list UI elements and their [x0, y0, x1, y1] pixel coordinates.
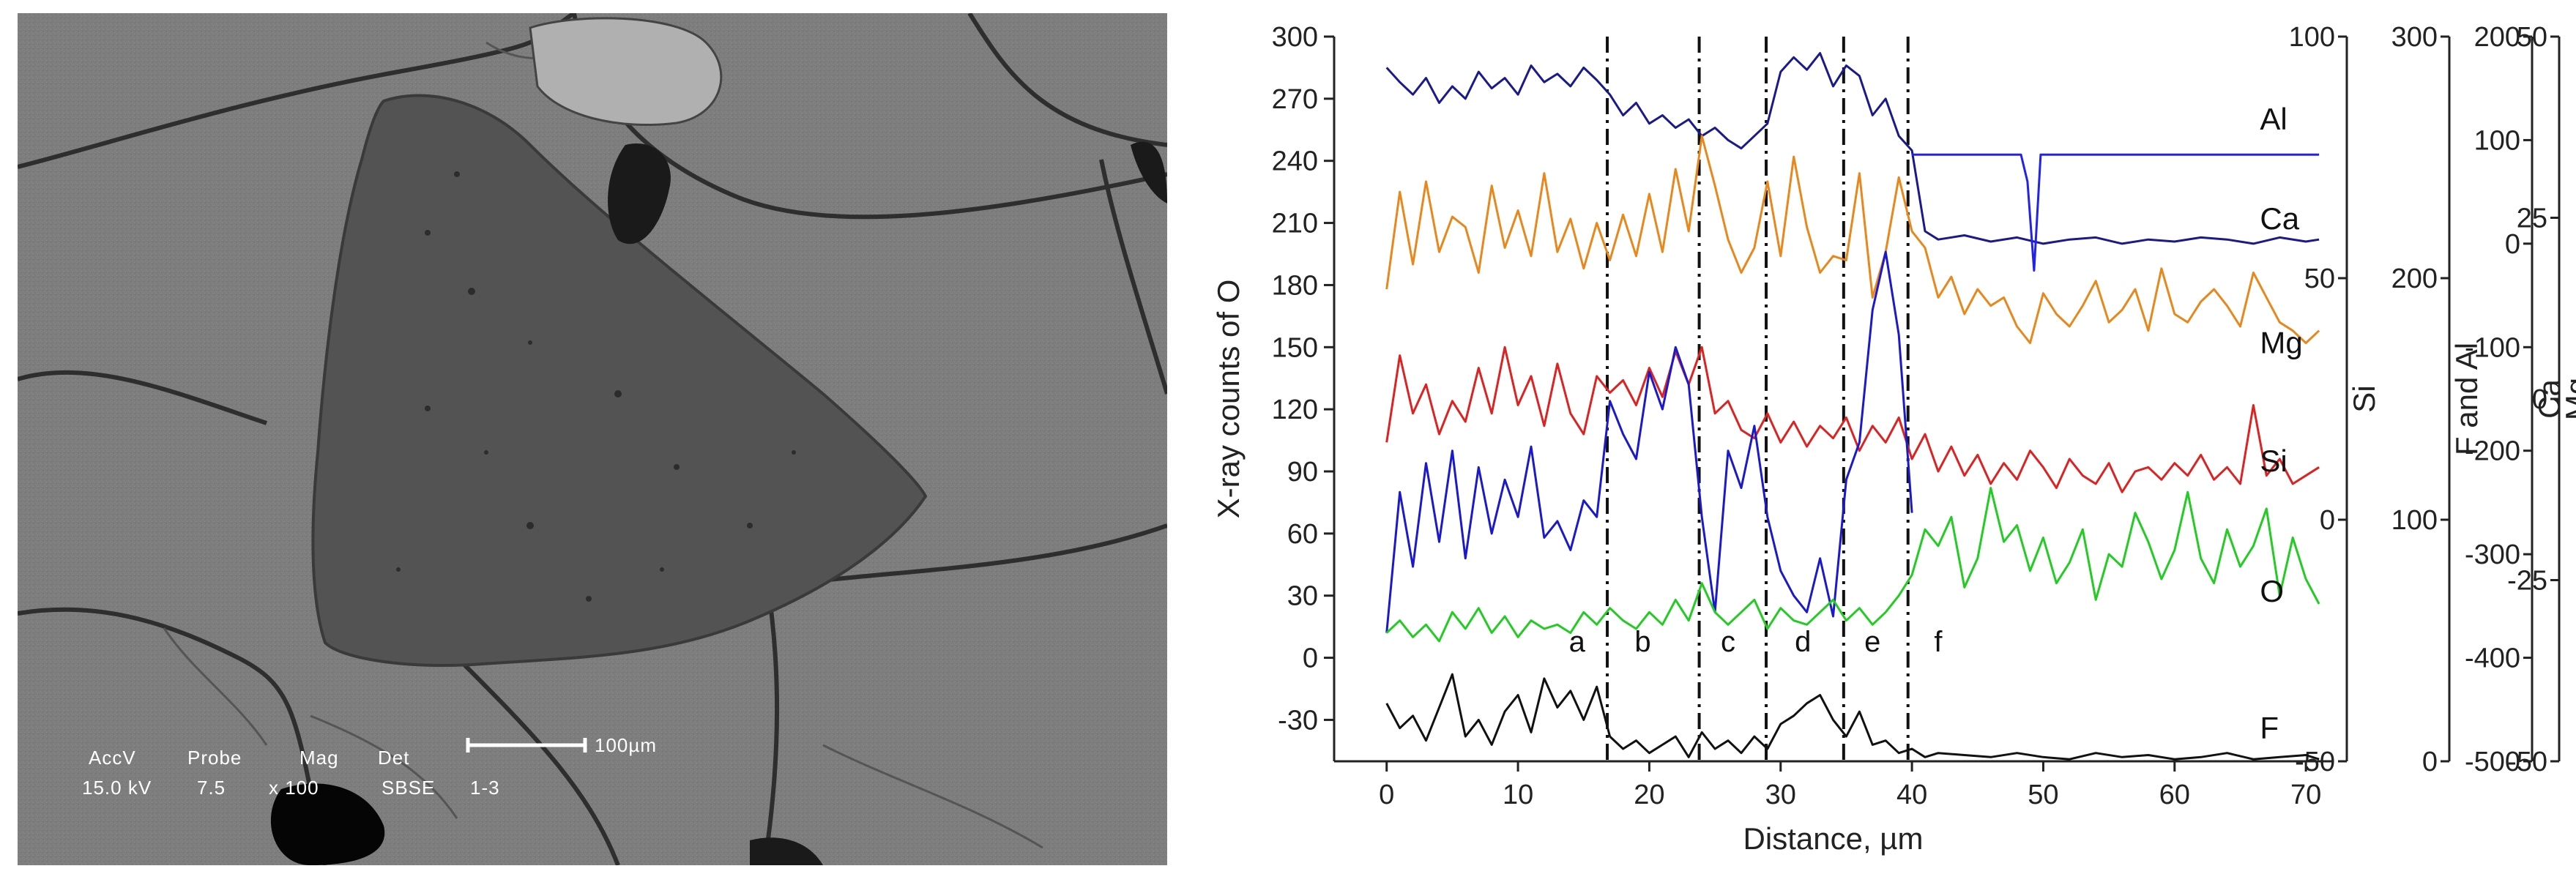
series-si-line — [1385, 250, 1913, 633]
series-labels: Al Ca Mg Si O F — [2260, 102, 2302, 745]
zone-label-a: a — [1569, 626, 1586, 658]
dark-inclusion — [608, 143, 671, 244]
x-tick-label: 10 — [1503, 780, 1533, 810]
right-axis-tick-label: 0 — [2320, 505, 2335, 536]
caption-header-accv: AccV — [89, 747, 136, 769]
series-label-mg: Mg — [2260, 326, 2302, 360]
y-tick-label: 60 — [1287, 519, 1318, 550]
x-tick-label: 60 — [2159, 780, 2190, 810]
bright-grain — [529, 17, 723, 126]
particle-pores — [396, 171, 796, 602]
y-tick-label: 120 — [1272, 395, 1318, 425]
right-axis-tick-label: -100 — [2465, 332, 2520, 363]
edge-pore — [1131, 141, 1167, 203]
right-axis-tick-label: -200 — [2465, 436, 2520, 467]
zone-label-f: f — [1934, 626, 1943, 658]
series-mg_line-line — [1385, 346, 2320, 493]
zone-label-c: c — [1721, 626, 1735, 658]
left-y-axis: -30 0 30 60 90 120 150 180 210 240 270 300 — [1272, 22, 1334, 736]
x-tick-label: 50 — [2028, 780, 2058, 810]
series-al-line — [1385, 52, 2320, 245]
chart-panel: -30 0 30 60 90 120 150 180 210 240 270 300 0 10 20 30 4… — [1172, 0, 2576, 885]
right-axis-tick-label: -400 — [2465, 643, 2520, 674]
series-label-si: Si — [2260, 444, 2287, 478]
dark-particle — [311, 94, 928, 667]
right-axis-tick-label: -300 — [2465, 539, 2520, 570]
series-ca-line — [1385, 135, 2320, 345]
y-tick-label: 210 — [1272, 209, 1318, 239]
zone-label-b: b — [1634, 626, 1650, 658]
right-axis-tick-label: -50 — [2507, 747, 2547, 777]
right-axis-tick-label: 50 — [2517, 22, 2547, 53]
right-axis-tick-label: 100 — [2391, 505, 2438, 536]
series-o-line — [1385, 487, 2320, 643]
zone-boundaries — [1606, 37, 1910, 761]
x-tick-label: 20 — [1634, 780, 1664, 810]
right-axis-tick-label: 25 — [2517, 203, 2547, 234]
right-axis-tick-label: 200 — [2474, 22, 2520, 53]
y-tick-label: -30 — [1278, 705, 1318, 736]
caption-value-probe: 7.5 — [197, 777, 226, 799]
right-axis-tick-label: 0 — [2422, 747, 2438, 777]
scale-bar-label: 100µm — [595, 734, 658, 756]
right-axis-tick-label: 200 — [2391, 264, 2438, 294]
right-axis-tick-label: 100 — [2289, 22, 2335, 53]
right-axis-tick-label: 50 — [2304, 264, 2335, 294]
x-axis-title: Distance, µm — [1743, 821, 1924, 856]
y-tick-label: 0 — [1303, 643, 1318, 674]
series-lines — [1385, 52, 2320, 761]
caption-value-accv: 15.0 kV — [82, 777, 152, 799]
right-axis-title: Si — [2347, 385, 2381, 412]
right-axis-tick-label: 100 — [2474, 125, 2520, 156]
zone-labels: a b c d e f — [1569, 626, 1943, 658]
y-tick-label: 150 — [1272, 332, 1318, 363]
y-axis-title: X-ray counts of O — [1211, 280, 1246, 519]
plot-frame — [1333, 37, 2332, 763]
right-axis-title: F and Al — [2449, 343, 2484, 455]
right-axis-tick-label: -500 — [2465, 747, 2520, 777]
right-axis-title: Ca — [2532, 379, 2566, 419]
series-label-al: Al — [2260, 102, 2287, 136]
series-al_overlay-line — [1912, 153, 2320, 272]
y-tick-label: 30 — [1287, 581, 1318, 612]
caption-header-mag: Mag — [299, 747, 339, 769]
x-tick-label: 30 — [1765, 780, 1796, 810]
black-pore — [270, 783, 385, 865]
sample-id: 1-3 — [470, 777, 500, 799]
y-tick-label: 300 — [1272, 22, 1318, 53]
zone-label-d: d — [1795, 626, 1811, 658]
series-f-line — [1385, 673, 2320, 761]
series-label-ca: Ca — [2260, 201, 2299, 236]
y-tick-label: 240 — [1272, 146, 1318, 177]
right-axis-tick-label: -50 — [2295, 747, 2335, 777]
caption-header-det: Det — [378, 747, 410, 769]
right-axis-title: Mg — [2559, 378, 2576, 420]
zone-label-e: e — [1864, 626, 1880, 658]
x-tick-label: 40 — [1896, 780, 1927, 810]
caption-value-det: SBSE — [381, 777, 436, 799]
y-tick-label: 270 — [1272, 84, 1318, 115]
x-tick-label: 0 — [1379, 780, 1394, 810]
right-axis-tick-label: 0 — [2532, 384, 2547, 415]
y-tick-label: 90 — [1287, 457, 1318, 488]
x-axis: 0 10 20 30 40 50 60 70 — [1379, 761, 2321, 810]
caption-value-mag: x 100 — [269, 777, 319, 799]
series-label-f: F — [2260, 711, 2279, 745]
x-tick-label: 70 — [2290, 780, 2321, 810]
caption-header-probe: Probe — [187, 747, 242, 769]
right-axis-tick-label: 0 — [2505, 229, 2520, 260]
right-axis-tick-label: -25 — [2507, 566, 2547, 597]
series-label-o: O — [2260, 574, 2284, 608]
right-axis-tick-label: 300 — [2391, 22, 2438, 53]
sem-micrograph: AccV Probe Mag Det 15.0 kV 7.5 x 100 SBS… — [18, 13, 1167, 865]
scale-bar — [466, 738, 587, 753]
bottom-pore — [750, 837, 823, 865]
y-tick-label: 180 — [1272, 270, 1318, 301]
sem-image — [18, 13, 1167, 865]
